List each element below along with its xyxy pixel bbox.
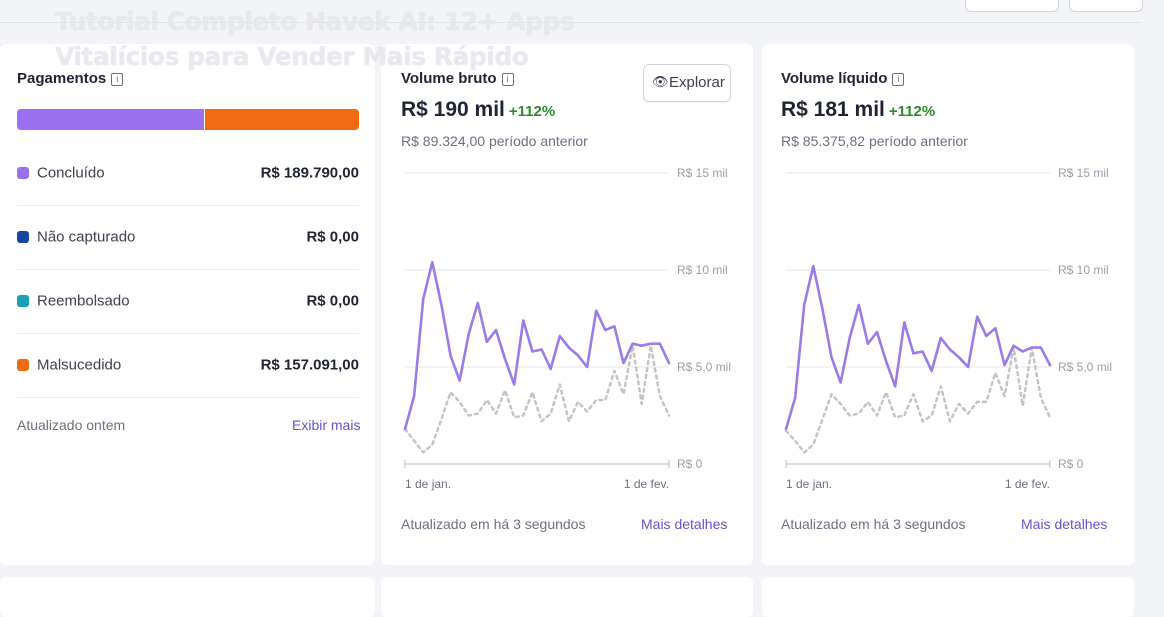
status-color-icon — [17, 359, 29, 371]
gross-updated: Atualizado em há 3 segundos — [401, 516, 586, 532]
gross-volume-card — [381, 44, 753, 565]
payment-value: R$ 189.790,00 — [260, 164, 359, 182]
current-period-line — [403, 260, 671, 431]
payments-stacked-bar — [17, 109, 359, 130]
top-bar — [0, 0, 1164, 32]
bottom-card — [0, 577, 375, 617]
net-volume-chart: R$ 15 mil R$ 10 mil R$ 5,0 mil R$ 0 1 de jan… — [784, 166, 1112, 491]
y-tick-label: R$ 15 mil — [1058, 166, 1109, 180]
previous-period-line — [784, 346, 1052, 454]
net-previous-period: R$ 85.375,82 período anterior — [781, 133, 968, 149]
net-volume-title: Volume líquido i — [781, 70, 905, 87]
payment-row-uncaptured[interactable]: Não capturado R$ 0,00 — [17, 205, 359, 270]
bar-segment-concluded — [17, 109, 204, 130]
view-more-link[interactable]: Exibir mais — [292, 417, 361, 433]
net-more-details-link[interactable]: Mais detalhes — [1021, 516, 1108, 532]
top-button[interactable] — [965, 0, 1059, 12]
payment-label: Não capturado — [37, 228, 136, 246]
y-tick-label: R$ 0 — [677, 457, 703, 471]
previous-period-line — [403, 344, 671, 454]
payment-value: R$ 157.091,00 — [260, 356, 359, 374]
y-tick-label: R$ 5,0 mil — [1058, 360, 1112, 374]
net-volume-card — [762, 44, 1134, 565]
binoculars-icon: 👁 — [652, 74, 669, 89]
current-period-line — [784, 264, 1052, 431]
gross-previous-period: R$ 89.324,00 período anterior — [401, 133, 588, 149]
net-volume-delta: +112% — [888, 103, 936, 120]
bottom-card — [381, 577, 753, 617]
payment-label: Malsucedido — [37, 356, 122, 374]
payments-card — [0, 44, 375, 565]
bottom-card — [762, 577, 1134, 617]
status-color-icon — [17, 295, 29, 307]
gross-volume-amount: R$ 190 mil +112% — [401, 98, 556, 121]
x-tick-label: 1 de fev. — [1005, 477, 1050, 491]
bar-segment-failed — [205, 109, 359, 130]
payment-value: R$ 0,00 — [306, 292, 359, 310]
y-tick-label: R$ 5,0 mil — [677, 360, 731, 374]
payment-label: Concluído — [37, 164, 105, 182]
y-tick-label: R$ 10 mil — [1058, 263, 1109, 277]
y-tick-label: R$ 10 mil — [677, 263, 728, 277]
gross-volume-chart: R$ 15 mil R$ 10 mil R$ 5,0 mil R$ 0 1 de jan… — [403, 166, 731, 491]
y-tick-label: R$ 15 mil — [677, 166, 728, 180]
info-icon[interactable]: i — [892, 73, 905, 86]
y-tick-label: R$ 0 — [1058, 457, 1084, 471]
payments-updated: Atualizado ontem — [17, 417, 126, 433]
x-tick-label: 1 de jan. — [786, 477, 832, 491]
top-divider — [0, 22, 1142, 23]
payment-value: R$ 0,00 — [306, 228, 359, 246]
net-updated: Atualizado em há 3 segundos — [781, 516, 966, 532]
status-color-icon — [17, 231, 29, 243]
gross-volume-delta: +112% — [508, 103, 556, 120]
payment-row-refunded[interactable]: Reembolsado R$ 0,00 — [17, 269, 359, 334]
gross-more-details-link[interactable]: Mais detalhes — [641, 516, 728, 532]
x-tick-label: 1 de jan. — [405, 477, 451, 491]
payment-label: Reembolsado — [37, 292, 130, 310]
payment-row-concluded[interactable]: Concluído R$ 189.790,00 — [17, 141, 359, 206]
status-color-icon — [17, 167, 29, 179]
top-button[interactable] — [1069, 0, 1143, 12]
gross-volume-title: Volume bruto i — [401, 70, 514, 87]
x-tick-label: 1 de fev. — [624, 477, 669, 491]
payment-row-failed[interactable]: Malsucedido R$ 157.091,00 — [17, 333, 359, 398]
explore-label: Explorar — [669, 74, 725, 91]
info-icon[interactable]: i — [501, 73, 514, 86]
info-icon[interactable]: i — [111, 73, 124, 86]
payments-title: Pagamentos i — [17, 70, 124, 87]
explore-button[interactable]: 👁 Explorar — [643, 64, 731, 102]
net-volume-amount: R$ 181 mil +112% — [781, 98, 936, 121]
